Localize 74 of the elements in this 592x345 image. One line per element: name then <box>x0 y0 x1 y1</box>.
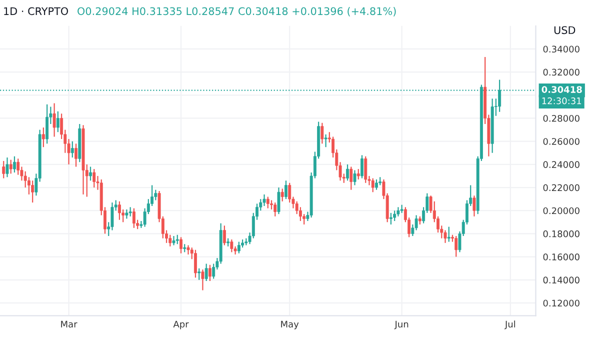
candlestick <box>444 230 447 244</box>
x-tick-label: May <box>281 320 299 330</box>
candlestick <box>389 212 392 226</box>
y-tick-label: 0.22000 <box>543 184 580 192</box>
candlestick <box>92 168 96 188</box>
x-tick-label: Apr <box>173 320 189 330</box>
y-axis-title: USD <box>554 26 576 34</box>
y-tick-label: 0.14000 <box>543 276 580 284</box>
candlestick <box>46 104 49 144</box>
candlestick <box>125 208 128 220</box>
text: 12:30:31 <box>542 97 582 104</box>
candlestick <box>454 235 458 258</box>
candlestick <box>324 134 328 148</box>
candlestick <box>320 122 324 144</box>
candlestick <box>208 264 212 282</box>
y-tick-label: 0.18000 <box>543 230 580 238</box>
candlestick <box>356 168 360 180</box>
candlestick <box>447 226 450 242</box>
candlestick <box>364 156 368 184</box>
candlestick <box>284 180 288 200</box>
candlestick <box>371 178 374 193</box>
candlestick <box>128 206 132 217</box>
y-tick-label: 0.24000 <box>543 161 580 168</box>
y-tick-label: 0.26000 <box>543 138 580 145</box>
chart-title: 1D · CRYPTO <box>4 7 68 16</box>
candlestick <box>194 249 197 278</box>
candlestick <box>222 225 226 246</box>
candlestick <box>350 166 353 190</box>
candlestick <box>74 143 78 168</box>
candlestick <box>42 126 45 148</box>
candlestick <box>56 110 60 133</box>
candlestick <box>280 188 284 202</box>
candlestick <box>396 206 400 217</box>
candlestick <box>360 154 364 179</box>
candlestick <box>472 195 476 217</box>
y-tick-label: 0.28000 <box>543 114 580 122</box>
x-tick-label: Jun <box>394 320 408 330</box>
candlestick <box>2 160 6 179</box>
y-tick-label: 0.20000 <box>543 207 580 214</box>
chart-subtitle: O0.29024 H0.31335 L0.28547 C0.30418 +0.01396 (+4.81%) <box>78 7 396 16</box>
candlestick <box>52 102 56 138</box>
candlestick <box>353 170 356 186</box>
candlestick <box>237 241 240 254</box>
candlestick <box>132 208 136 228</box>
candlestick <box>186 244 190 256</box>
candlestick <box>204 263 208 282</box>
ref-line-label: 0.30418 <box>542 86 582 93</box>
candlestick <box>70 140 74 158</box>
y-tick-label: 0.16000 <box>543 254 580 260</box>
candlestick <box>176 234 179 245</box>
candlestick <box>274 202 277 217</box>
candlestick <box>118 200 121 220</box>
x-tick-label: Jul <box>504 320 516 330</box>
candlestick <box>346 164 349 182</box>
y-tick-label: 0.32000 <box>543 68 580 76</box>
candlestick <box>13 156 16 174</box>
y-tick-label: 0.12000 <box>543 300 580 307</box>
candlestick <box>168 234 172 247</box>
candlestick <box>201 268 204 291</box>
x-tick-label: Mar <box>61 320 78 328</box>
candlestick <box>266 196 270 209</box>
candlestick <box>198 268 201 280</box>
candlestick <box>262 194 266 207</box>
candlestick <box>31 180 34 204</box>
candlestick <box>230 238 234 253</box>
candlestick <box>393 210 396 222</box>
candlestick <box>277 186 280 215</box>
candlestick <box>9 159 12 174</box>
candlestick <box>180 236 182 254</box>
candlestick <box>89 166 92 182</box>
candlestick <box>172 235 176 246</box>
candlestick <box>6 156 9 178</box>
candlestick <box>375 178 378 190</box>
y-tick-label: 0.34000 <box>543 46 580 53</box>
